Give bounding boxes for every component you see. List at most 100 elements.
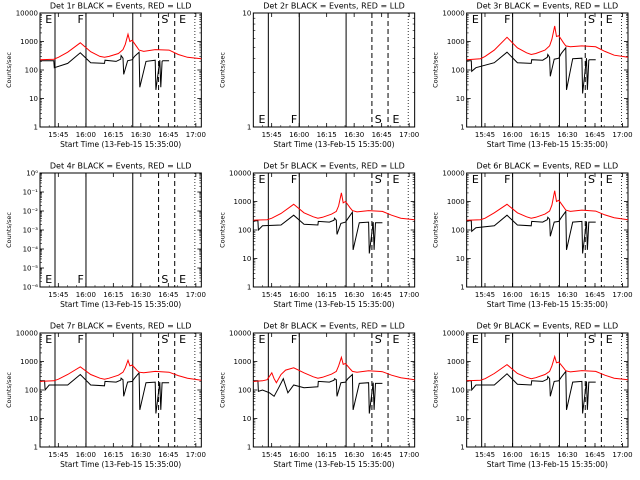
panel-6: Det 6r BLACK = Events, RED = LLD 1 10 100 10… (432, 162, 633, 310)
x-tick-label: 16:00 (76, 451, 96, 459)
x-tick-label: 17:00 (186, 291, 206, 299)
x-tick-label: 17:00 (186, 131, 206, 139)
x-axis-label: Start Time (13-Feb-15 15:35:00) (273, 460, 394, 469)
x-tick-label: 16:45 (372, 131, 392, 139)
y-tick-label: 10⁻⁴ (23, 246, 39, 254)
y-tick-label: 10 (29, 415, 38, 423)
x-tick-label: 17:00 (186, 451, 206, 459)
panel-title: Det 3r BLACK = Events, RED = LLD (477, 2, 619, 11)
flag-label: F (77, 273, 83, 286)
flag-label: F (504, 333, 510, 346)
flag-label: E (392, 113, 399, 126)
y-tick-label: 10000 (16, 330, 38, 338)
x-tick-label: 15:45 (475, 451, 495, 459)
y-tick-label: 10000 (442, 170, 464, 178)
x-tick-label: 16:00 (76, 291, 96, 299)
x-tick-label: 16:15 (530, 451, 550, 459)
flag-label: F (504, 173, 510, 186)
flag-label: E (606, 333, 613, 346)
y-axis-label: Counts/sec (218, 372, 226, 408)
x-tick-label: 16:15 (317, 131, 337, 139)
lld-series-line (466, 25, 629, 61)
y-tick-label: 1 (460, 124, 464, 132)
y-tick-label: 10 (456, 255, 465, 263)
x-tick-label: 16:30 (557, 451, 577, 459)
x-tick-label: 16:15 (103, 131, 123, 139)
lld-series-line (39, 32, 202, 61)
x-tick-label: 16:00 (502, 451, 522, 459)
plot-frame (466, 12, 629, 128)
lld-series-line (466, 354, 629, 382)
y-tick-label: 100 (451, 227, 464, 235)
y-tick-label: 1 (460, 444, 464, 452)
y-tick-label: 10000 (442, 330, 464, 338)
panel-title: Det 8r BLACK = Events, RED = LLD (263, 322, 405, 331)
x-tick-label: 15:45 (262, 291, 282, 299)
y-axis-label: Counts/sec (218, 212, 226, 248)
x-tick-label: 16:15 (317, 451, 337, 459)
flag-label: E (179, 273, 186, 286)
lld-series-line (253, 192, 415, 221)
flag-label: E (45, 273, 52, 286)
x-tick-label: 17:00 (399, 131, 419, 139)
y-tick-label: 100 (25, 387, 38, 395)
y-tick-label: 1 (460, 284, 464, 292)
events-series-line (466, 46, 596, 94)
plot-frame (466, 332, 629, 448)
lld-series-line (466, 190, 629, 221)
flag-label: S (161, 13, 168, 26)
flag-label: S (588, 13, 595, 26)
y-tick-label: 10000 (229, 330, 251, 338)
x-tick-label: 16:15 (317, 291, 337, 299)
x-axis-label: Start Time (13-Feb-15 15:35:00) (273, 140, 394, 149)
flag-label: E (259, 333, 266, 346)
y-tick-label: 1000 (447, 198, 465, 206)
panel-4: Det 4r BLACK = Events, RED = LLD 10⁻⁶ 10⁻⁵… (5, 162, 206, 310)
y-tick-label: 10000 (442, 10, 464, 18)
flag-label: E (606, 13, 613, 26)
x-axis-label: Start Time (13-Feb-15 15:35:00) (60, 300, 181, 309)
y-tick-label: 10⁻³ (23, 227, 39, 235)
y-tick-label: 100 (451, 387, 464, 395)
x-tick-label: 16:15 (103, 291, 123, 299)
events-series-line (253, 210, 383, 254)
x-tick-label: 15:45 (48, 291, 68, 299)
y-tick-label: 1 (34, 444, 38, 452)
panel-title: Det 4r BLACK = Events, RED = LLD (50, 162, 192, 171)
plot-frame (252, 12, 416, 128)
flag-label: E (45, 13, 52, 26)
x-tick-label: 16:00 (502, 131, 522, 139)
y-tick-label: 10 (456, 95, 465, 103)
flag-label: E (259, 113, 266, 126)
plot-frame (39, 12, 202, 128)
y-tick-label: 10⁻⁵ (23, 265, 39, 273)
x-tick-label: 16:45 (585, 291, 605, 299)
x-tick-label: 15:45 (262, 131, 282, 139)
y-tick-label: 1 (34, 124, 38, 132)
y-tick-label: 1 (247, 124, 251, 132)
x-tick-label: 15:45 (48, 131, 68, 139)
y-tick-label: 10 (242, 255, 251, 263)
panel-8: Det 8r BLACK = Events, RED = LLD 1 10 100 10… (218, 322, 419, 470)
flag-label: F (504, 13, 510, 26)
x-tick-label: 15:45 (262, 451, 282, 459)
flag-label: S (588, 173, 595, 186)
panel-9: Det 9r BLACK = Events, RED = LLD 1 10 100 10… (432, 322, 633, 470)
flag-label: F (291, 173, 297, 186)
panel-title: Det 6r BLACK = Events, RED = LLD (477, 162, 619, 171)
flag-label: F (77, 333, 83, 346)
x-tick-label: 16:30 (131, 131, 151, 139)
y-tick-label: 10 (242, 415, 251, 423)
y-tick-label: 1000 (447, 38, 465, 46)
flag-label: E (179, 333, 186, 346)
x-tick-label: 16:00 (502, 291, 522, 299)
y-axis-label: Counts/sec (5, 52, 13, 88)
panel-2: Det 2r BLACK = Events, RED = LLD 1 10 Count… (218, 2, 419, 150)
panel-3: Det 3r BLACK = Events, RED = LLD 1 10 100 10… (432, 2, 633, 150)
x-axis-label: Start Time (13-Feb-15 15:35:00) (273, 300, 394, 309)
panel-title: Det 5r BLACK = Events, RED = LLD (263, 162, 405, 171)
panel-5: Det 5r BLACK = Events, RED = LLD 1 10 100 10… (218, 162, 419, 310)
events-series-line (40, 371, 170, 414)
x-tick-label: 16:45 (372, 291, 392, 299)
flag-label: F (291, 333, 297, 346)
